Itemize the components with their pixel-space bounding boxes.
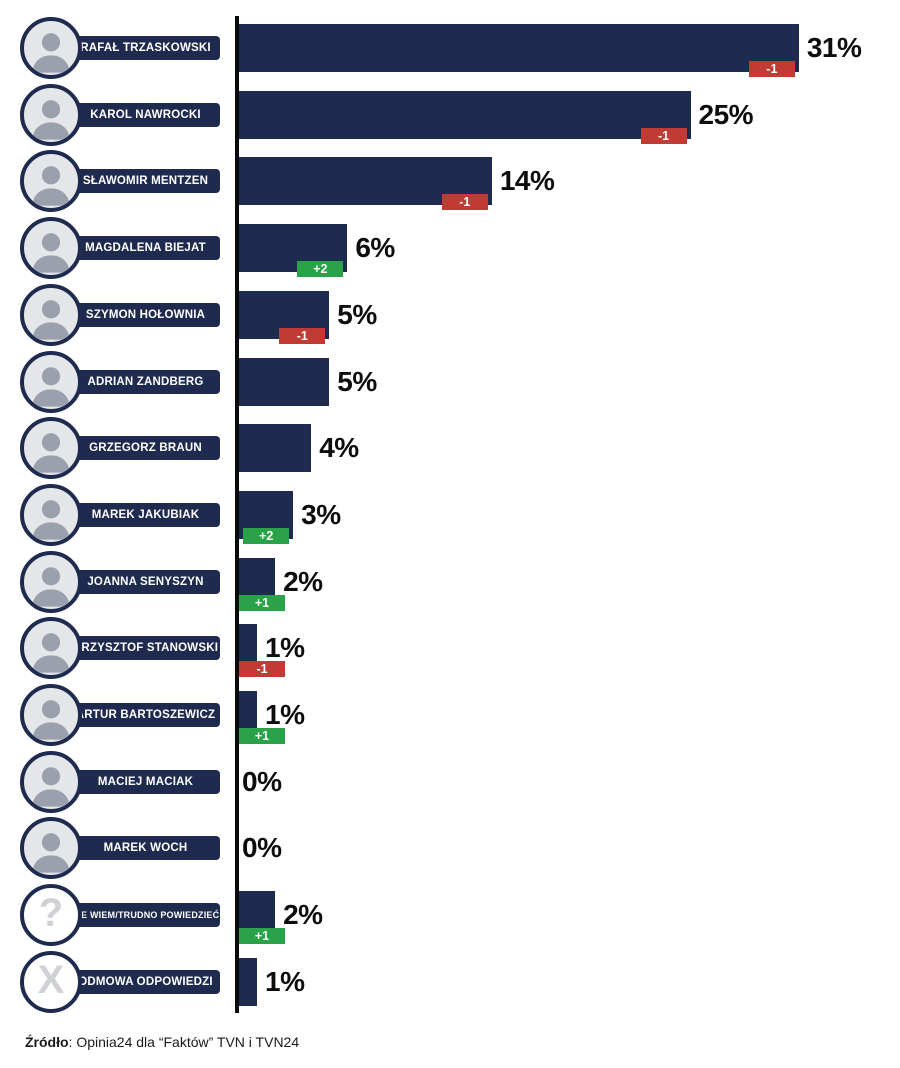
person-silhouette-icon <box>32 433 70 473</box>
change-badge: -1 <box>239 661 285 678</box>
candidate-photo <box>20 684 82 746</box>
person-silhouette-icon <box>32 166 70 207</box>
person-silhouette-icon <box>32 833 70 874</box>
candidate-photo <box>20 550 82 613</box>
candidate-photo <box>20 17 82 79</box>
value-label: 0% <box>242 765 282 797</box>
value-label: 5% <box>337 365 377 397</box>
chart-row: ADRIAN ZANDBERG 5% <box>0 350 900 413</box>
candidate-photo <box>20 817 82 880</box>
person-silhouette-icon <box>32 766 70 807</box>
value-label: 0% <box>242 832 282 864</box>
candidate-name-pill: NIE WIEM/TRUDNO POWIEDZIEĆ <box>71 903 220 928</box>
candidate-photo <box>20 750 82 813</box>
chart-row: KRZYSZTOF STANOWSKI 1% -1 <box>0 617 900 680</box>
candidate-name-pill: GRZEGORZ BRAUN <box>71 436 220 461</box>
question-mark-icon: ? <box>38 891 64 936</box>
source-label: Źródło <box>25 1034 69 1050</box>
person-silhouette-icon <box>32 700 70 740</box>
chart-row: MAREK WOCH 0% <box>0 817 900 880</box>
person-silhouette-icon <box>32 500 70 540</box>
candidate-photo: ? <box>20 884 82 947</box>
x-icon: X <box>37 957 65 1002</box>
value-label: 6% <box>355 232 395 264</box>
value-label: 1% <box>265 632 305 664</box>
change-badge: -1 <box>279 327 326 344</box>
bar <box>239 957 258 1006</box>
change-badge: +2 <box>243 527 290 544</box>
value-label: 5% <box>337 298 377 330</box>
chart-row: SZYMON HOŁOWNIA 5% -1 <box>0 283 900 346</box>
candidate-photo <box>20 150 82 213</box>
change-badge: +2 <box>297 261 344 278</box>
bar <box>239 90 691 139</box>
candidate-photo <box>20 483 82 546</box>
candidate-name-pill: MACIEJ MACIAK <box>71 769 220 794</box>
chart-row: ARTUR BARTOSZEWICZ 1% +1 <box>0 684 900 746</box>
value-label: 25% <box>698 98 754 130</box>
person-silhouette-icon <box>32 566 70 607</box>
candidate-photo <box>20 617 82 680</box>
candidate-name-pill: KAROL NAWROCKI <box>71 102 220 127</box>
bar <box>239 624 258 673</box>
chart-row: MACIEJ MACIAK 0% <box>0 750 900 813</box>
candidate-name-pill: SŁAWOMIR MENTZEN <box>71 169 220 194</box>
person-silhouette-icon <box>32 633 70 673</box>
value-label: 1% <box>265 699 305 730</box>
chart-row: KAROL NAWROCKI 25% -1 <box>0 83 900 146</box>
value-label: 2% <box>283 565 323 597</box>
candidate-photo <box>20 417 82 480</box>
person-silhouette-icon <box>32 300 70 340</box>
candidate-photo <box>20 83 82 146</box>
person-silhouette-icon <box>32 366 70 407</box>
chart-row: SŁAWOMIR MENTZEN 14% -1 <box>0 150 900 213</box>
candidate-name-pill: RAFAŁ TRZASKOWSKI <box>71 36 220 60</box>
candidate-name-pill: JOANNA SENYSZYN <box>71 569 220 594</box>
value-label: 3% <box>301 498 341 530</box>
chart-row: MAREK JAKUBIAK 3% +2 <box>0 483 900 546</box>
value-label: 14% <box>499 165 555 197</box>
change-badge: -1 <box>748 61 795 77</box>
chart-row: JOANNA SENYSZYN 2% +1 <box>0 550 900 613</box>
candidate-photo <box>20 350 82 413</box>
candidate-name-pill: ADRIAN ZANDBERG <box>71 369 220 394</box>
source-caption: Źródło: Opinia24 dla “Faktów” TVN i TVN2… <box>25 1034 299 1050</box>
bar <box>239 691 258 739</box>
value-label: 1% <box>265 965 305 997</box>
value-label: 4% <box>319 432 359 464</box>
person-silhouette-icon <box>32 33 70 73</box>
change-badge: -1 <box>640 127 687 144</box>
change-badge: +1 <box>239 728 285 744</box>
chart-row: MAGDALENA BIEJAT 6% +2 <box>0 217 900 280</box>
value-label: 31% <box>806 32 862 63</box>
candidate-name-pill: MAGDALENA BIEJAT <box>71 236 220 261</box>
candidate-photo <box>20 283 82 346</box>
candidate-name-pill: MAREK JAKUBIAK <box>71 502 220 527</box>
chart-row: X ODMOWA ODPOWIEDZI 1% <box>0 950 900 1013</box>
bar <box>239 357 330 406</box>
person-silhouette-icon <box>32 99 70 140</box>
source-text: : Opinia24 dla “Faktów” TVN i TVN24 <box>68 1034 300 1050</box>
bar <box>239 424 312 473</box>
candidate-name-pill: SZYMON HOŁOWNIA <box>71 302 220 327</box>
change-badge: +1 <box>239 928 285 945</box>
candidate-name-pill: KRZYSZTOF STANOWSKI <box>71 636 220 661</box>
axis-baseline <box>235 16 239 1013</box>
change-badge: +1 <box>239 594 285 611</box>
change-badge: -1 <box>441 194 488 211</box>
candidate-name-pill: ARTUR BARTOSZEWICZ <box>71 703 220 727</box>
candidate-photo: X <box>20 950 82 1013</box>
chart-row: ? NIE WIEM/TRUDNO POWIEDZIEĆ 2% +1 <box>0 884 900 947</box>
chart-row: RAFAŁ TRZASKOWSKI 31% -1 <box>0 17 900 79</box>
candidate-name-pill: ODMOWA ODPOWIEDZI <box>71 969 220 994</box>
value-label: 2% <box>283 899 323 931</box>
chart-row: GRZEGORZ BRAUN 4% <box>0 417 900 480</box>
candidate-photo <box>20 217 82 280</box>
bar <box>239 24 799 72</box>
candidate-name-pill: MAREK WOCH <box>71 836 220 861</box>
person-silhouette-icon <box>32 233 70 273</box>
